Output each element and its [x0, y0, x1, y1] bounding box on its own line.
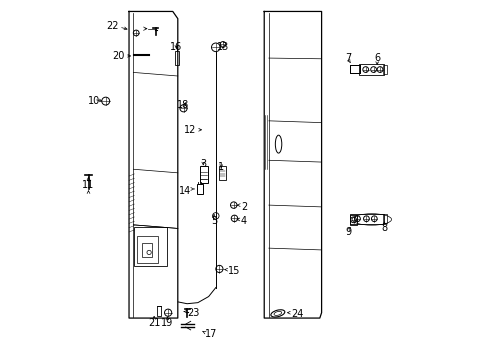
Text: 20: 20	[112, 51, 124, 61]
Text: 15: 15	[228, 266, 240, 276]
Bar	[219, 166, 225, 180]
Text: 6: 6	[373, 53, 380, 63]
Text: 14: 14	[178, 186, 190, 196]
Bar	[196, 184, 203, 194]
Text: 13: 13	[216, 42, 229, 52]
Bar	[349, 65, 360, 73]
Text: 16: 16	[170, 42, 182, 52]
Text: 9: 9	[345, 227, 351, 237]
Text: 18: 18	[177, 100, 189, 110]
Bar	[134, 227, 167, 266]
Bar	[359, 64, 384, 75]
Text: 12: 12	[183, 125, 196, 135]
Text: 17: 17	[204, 329, 217, 339]
Bar	[199, 166, 207, 183]
Text: 2: 2	[241, 202, 246, 212]
Text: 24: 24	[290, 310, 303, 319]
Text: 22: 22	[105, 21, 118, 31]
Text: 7: 7	[345, 53, 351, 63]
Bar	[142, 243, 152, 257]
Bar	[349, 214, 384, 224]
Text: 1: 1	[218, 162, 224, 172]
Text: 10: 10	[87, 96, 100, 106]
Text: 19: 19	[161, 319, 173, 328]
Bar	[174, 51, 179, 65]
Text: 11: 11	[82, 180, 95, 190]
Bar	[349, 215, 357, 225]
Text: 23: 23	[187, 309, 199, 318]
Bar	[382, 215, 386, 223]
Bar	[157, 306, 161, 316]
Bar	[137, 236, 158, 263]
Bar	[382, 64, 386, 74]
Text: 3: 3	[200, 159, 206, 169]
Text: 5: 5	[210, 216, 217, 226]
Text: 8: 8	[381, 224, 386, 233]
Text: 4: 4	[241, 216, 246, 226]
Bar	[349, 65, 360, 73]
Text: 21: 21	[148, 319, 160, 328]
